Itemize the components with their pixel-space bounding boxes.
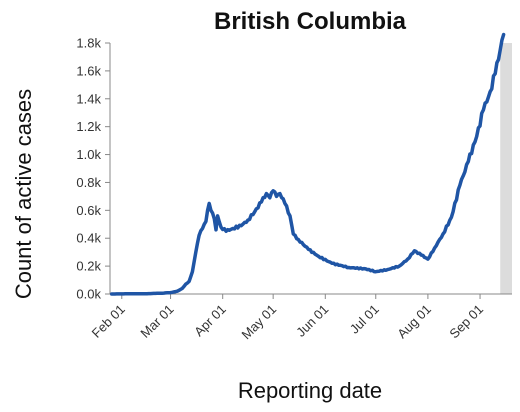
x-tick-label: Feb 01: [89, 302, 128, 341]
y-tick-label: 1.2k: [76, 119, 101, 134]
x-axis: Feb 01 Mar 01 Apr 01 May 01 Jun 01 Jul 01 Aug …: [89, 293, 512, 343]
y-tick-label: 0.8k: [76, 175, 101, 190]
x-tick-label: Jun 01: [293, 302, 331, 340]
x-tick-label: Aug 01: [394, 302, 434, 342]
x-tick-label: Apr 01: [191, 302, 229, 340]
x-tick-label: May 01: [239, 302, 280, 343]
y-tick-label: 0.4k: [76, 231, 101, 246]
shaded-region: [500, 43, 512, 294]
x-axis-title: Reporting date: [238, 378, 382, 403]
series-lines: [109, 32, 506, 296]
y-tick-label: 0.6k: [76, 203, 101, 218]
y-tick-label: 1.0k: [76, 147, 101, 162]
x-tick-label: Sep 01: [446, 302, 486, 342]
y-axis: 0.0k 0.2k 0.4k 0.6k 0.8k 1.0k 1.2k 1.4k 1.6k 1.8k: [76, 36, 111, 302]
y-tick-label: 1.4k: [76, 91, 101, 106]
series-line-0: [109, 32, 506, 296]
y-tick-label: 0.2k: [76, 259, 101, 274]
y-tick-label: 1.8k: [76, 36, 101, 51]
y-axis-title: Count of active cases: [11, 89, 36, 299]
y-tick-label: 1.6k: [76, 63, 101, 78]
x-tick-label: Jul 01: [347, 302, 382, 337]
y-tick-label: 0.0k: [76, 287, 101, 302]
chart-title: British Columbia: [214, 8, 407, 35]
x-tick-label: Mar 01: [137, 302, 176, 341]
